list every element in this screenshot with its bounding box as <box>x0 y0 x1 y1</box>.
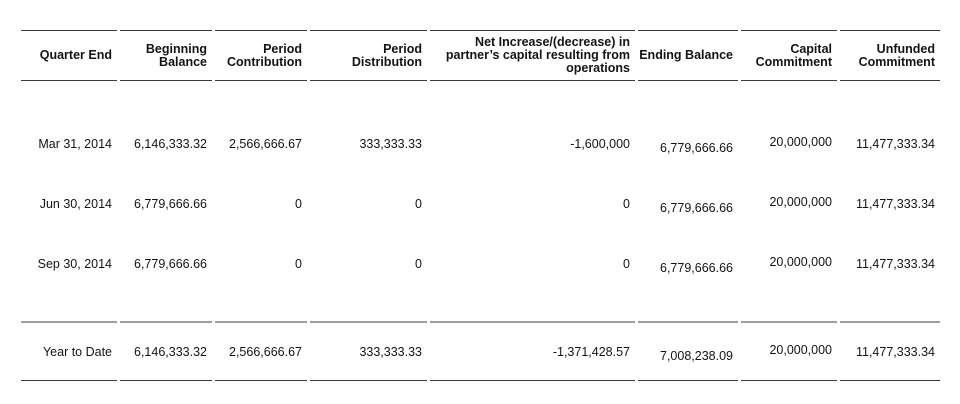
cell-period-distribution: 0 <box>310 174 427 234</box>
cell-ending-balance: 6,779,666.66 <box>638 174 738 234</box>
cell-value: 2,566,666.67 <box>229 344 302 359</box>
cell-unfunded-commitment: 11,477,333.34 <box>840 174 940 234</box>
column-header-label: Beginning Balance <box>145 41 207 69</box>
cell-capital-commitment: 20,000,000 <box>741 234 837 294</box>
spacer-row <box>21 81 940 114</box>
quarter-row: Mar 31, 2014 6,146,333.32 2,566,666.67 333,… <box>21 114 940 174</box>
cell-value: 6,779,666.66 <box>660 141 733 155</box>
cell-ending-balance: 7,008,238.09 <box>638 321 738 381</box>
cell-value: 11,477,333.34 <box>855 257 935 271</box>
cell-value: 20,000,000 <box>769 135 832 149</box>
cell-value: 6,779,666.66 <box>660 201 733 215</box>
column-header-label: Net Increase/(decrease) in partner’s cap… <box>445 35 630 75</box>
capital-account-table: Quarter End Beginning Balance Period Contr… <box>18 30 943 381</box>
cell-period-contribution: 0 <box>215 174 307 234</box>
cell-net-increase: -1,600,000 <box>430 114 635 174</box>
cell-value: 6,779,666.66 <box>134 197 207 211</box>
column-header-period-distribution: Period Distribution <box>310 30 427 81</box>
cell-net-increase: -1,371,428.57 <box>430 321 635 381</box>
cell-beginning-balance: 6,146,333.32 <box>120 321 212 381</box>
quarter-row: Sep 30, 2014 6,779,666.66 0 0 0 6,779,666.66 2… <box>21 234 940 294</box>
cell-ending-balance: 6,779,666.66 <box>638 234 738 294</box>
cell-period-distribution: 333,333.33 <box>310 114 427 174</box>
cell-value: -1,600,000 <box>570 137 630 151</box>
cell-value: 11,477,333.34 <box>855 197 935 211</box>
spacer-row <box>21 294 940 321</box>
table-body: Mar 31, 2014 6,146,333.32 2,566,666.67 333,… <box>21 81 940 381</box>
cell-quarter-end: Mar 31, 2014 <box>21 114 117 174</box>
cell-unfunded-commitment: 11,477,333.34 <box>840 114 940 174</box>
cell-value: 0 <box>623 197 630 211</box>
cell-value: 6,146,333.32 <box>134 344 207 359</box>
cell-value: 6,779,666.66 <box>134 257 207 271</box>
header-row: Quarter End Beginning Balance Period Contr… <box>21 30 940 81</box>
cell-beginning-balance: 6,146,333.32 <box>120 114 212 174</box>
cell-value: 6,779,666.66 <box>660 261 733 275</box>
cell-net-increase: 0 <box>430 234 635 294</box>
year-to-date-row: Year to Date 6,146,333.32 2,566,666.67 333,… <box>21 321 940 381</box>
cell-value: 20,000,000 <box>769 195 832 209</box>
cell-unfunded-commitment: 11,477,333.34 <box>840 234 940 294</box>
cell-value: 20,000,000 <box>769 255 832 269</box>
cell-value: 0 <box>295 197 302 211</box>
column-header-label: Unfunded Commitment <box>858 41 935 69</box>
cell-value: Jun 30, 2014 <box>39 197 112 211</box>
cell-ending-balance: 6,779,666.66 <box>638 114 738 174</box>
cell-value: 6,146,333.32 <box>134 137 207 151</box>
column-header-label: Period Contribution <box>227 41 302 69</box>
cell-quarter-end: Jun 30, 2014 <box>21 174 117 234</box>
cell-value: 0 <box>415 197 422 211</box>
cell-net-increase: 0 <box>430 174 635 234</box>
cell-value: 7,008,238.09 <box>660 348 733 363</box>
column-header-label: Quarter End <box>39 48 112 62</box>
cell-value: 11,477,333.34 <box>855 344 935 359</box>
cell-period-contribution: 0 <box>215 234 307 294</box>
cell-unfunded-commitment: 11,477,333.34 <box>840 321 940 381</box>
cell-capital-commitment: 20,000,000 <box>741 321 837 381</box>
cell-capital-commitment: 20,000,000 <box>741 114 837 174</box>
column-header-beginning-balance: Beginning Balance <box>120 30 212 81</box>
column-header-ending-balance: Ending Balance <box>638 30 738 81</box>
cell-value: Mar 31, 2014 <box>38 137 112 151</box>
column-header-capital-commitment: Capital Commitment <box>741 30 837 81</box>
cell-period-contribution: 2,566,666.67 <box>215 114 307 174</box>
cell-value: 20,000,000 <box>769 342 832 357</box>
column-header-period-contribution: Period Contribution <box>215 30 307 81</box>
cell-value: 333,333.33 <box>359 137 422 151</box>
cell-beginning-balance: 6,779,666.66 <box>120 234 212 294</box>
cell-quarter-end: Sep 30, 2014 <box>21 234 117 294</box>
cell-value: 333,333.33 <box>359 344 422 359</box>
cell-value: Sep 30, 2014 <box>37 257 112 271</box>
cell-value: 0 <box>415 257 422 271</box>
column-header-net-increase: Net Increase/(decrease) in partner’s cap… <box>430 30 635 81</box>
cell-value: 2,566,666.67 <box>229 137 302 151</box>
cell-period-distribution: 0 <box>310 234 427 294</box>
cell-value: 0 <box>623 257 630 271</box>
cell-capital-commitment: 20,000,000 <box>741 174 837 234</box>
cell-value: 0 <box>295 257 302 271</box>
cell-period-contribution: 2,566,666.67 <box>215 321 307 381</box>
cell-quarter-end: Year to Date <box>21 321 117 381</box>
column-header-quarter-end: Quarter End <box>21 30 117 81</box>
cell-period-distribution: 333,333.33 <box>310 321 427 381</box>
cell-value: -1,371,428.57 <box>552 344 630 359</box>
column-header-label: Capital Commitment <box>755 41 832 69</box>
cell-beginning-balance: 6,779,666.66 <box>120 174 212 234</box>
column-header-label: Ending Balance <box>639 48 733 62</box>
column-header-label: Period Distribution <box>351 41 422 69</box>
cell-value: 11,477,333.34 <box>855 137 935 151</box>
column-header-unfunded-commitment: Unfunded Commitment <box>840 30 940 81</box>
quarter-row: Jun 30, 2014 6,779,666.66 0 0 0 6,779,666.66 2… <box>21 174 940 234</box>
cell-value: Year to Date <box>42 344 112 359</box>
